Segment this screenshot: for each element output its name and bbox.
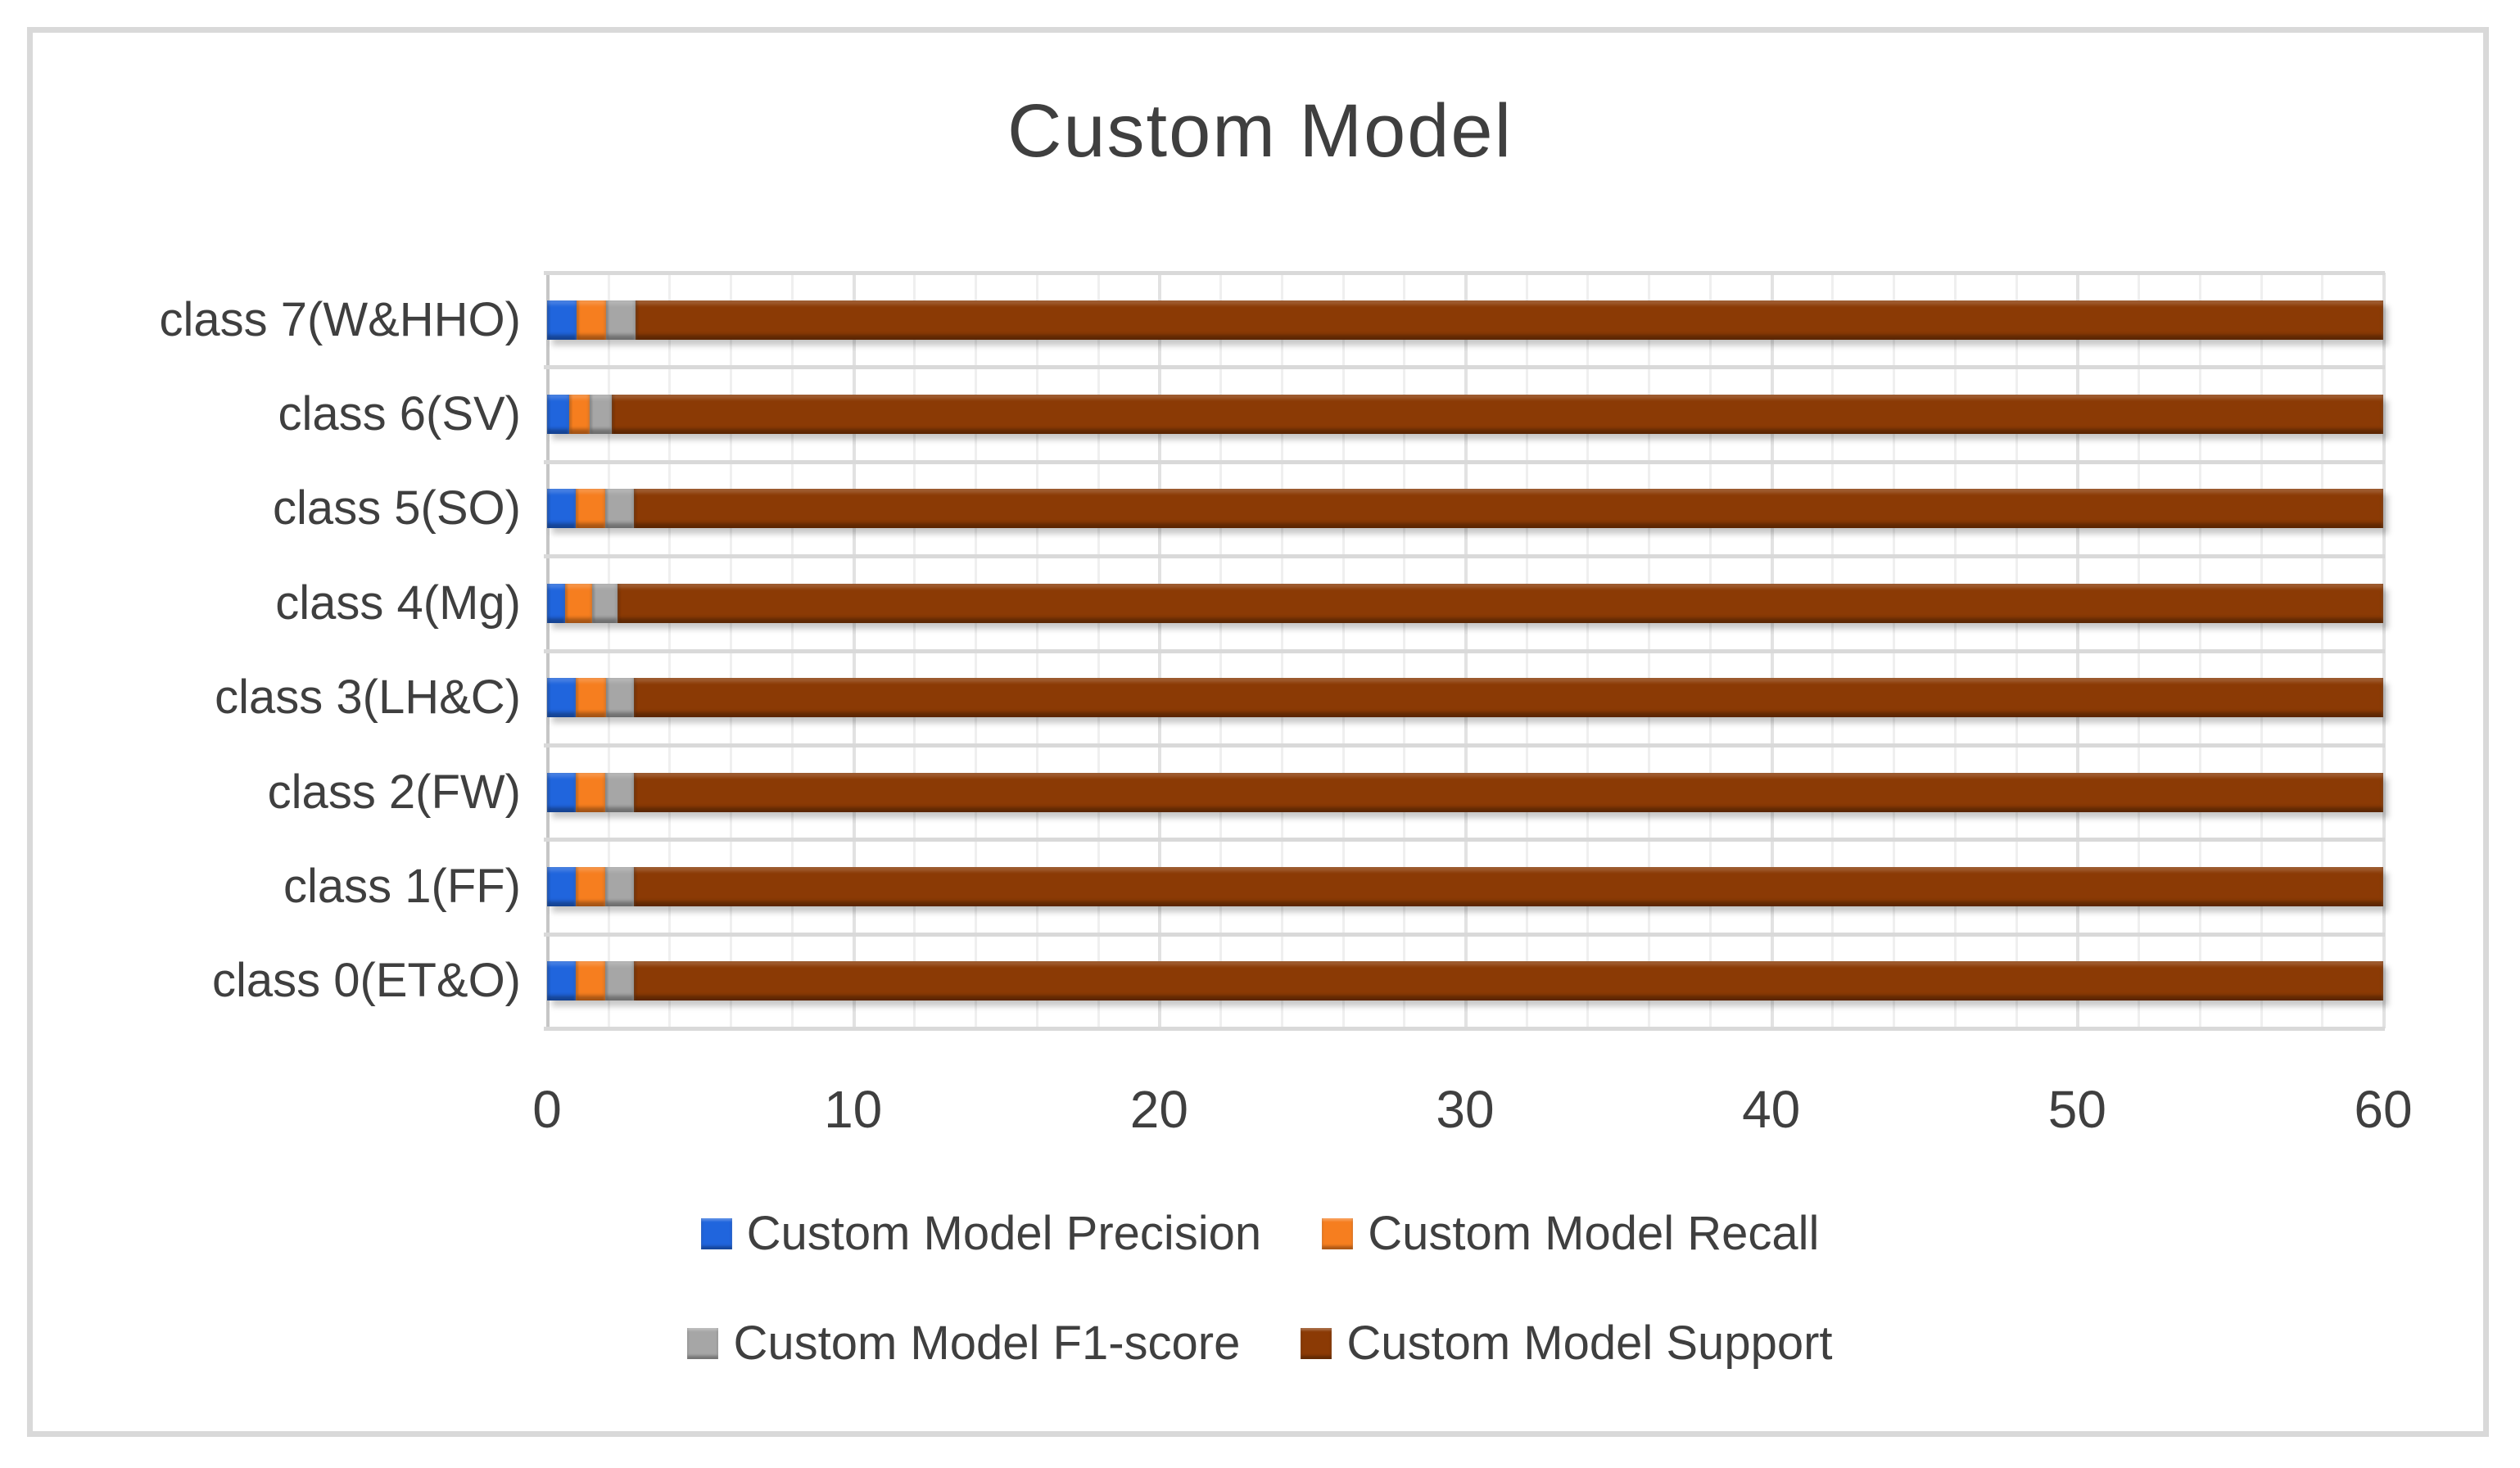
legend-item-custom-model-support: Custom Model Support bbox=[1301, 1317, 1833, 1370]
legend-label: Custom Model Recall bbox=[1368, 1207, 1820, 1260]
y-axis-label: class 4(Mg) bbox=[275, 576, 521, 630]
bar-segment-custom-model-precision bbox=[547, 961, 577, 1001]
gridline-y-8 bbox=[544, 1027, 2385, 1031]
bar-segment-custom-model-support bbox=[633, 772, 2383, 812]
bar-segment-custom-model-recall bbox=[569, 395, 590, 435]
bar-segment-custom-model-recall bbox=[576, 300, 607, 340]
bar-segment-custom-model-recall bbox=[576, 772, 605, 812]
bar-segment-custom-model-recall bbox=[576, 961, 605, 1001]
bar-segment-custom-model-recall bbox=[576, 489, 605, 529]
bar-class-6-sv- bbox=[547, 395, 2383, 435]
bar-segment-custom-model-f1-score bbox=[604, 961, 634, 1001]
x-axis-label: 30 bbox=[1436, 1080, 1495, 1139]
gridline-y-4 bbox=[544, 649, 2385, 653]
legend-swatch-icon bbox=[687, 1328, 719, 1359]
bar-segment-custom-model-f1-score bbox=[606, 678, 635, 718]
legend-label: Custom Model Precision bbox=[746, 1207, 1262, 1260]
legend-swatch-icon bbox=[700, 1218, 732, 1249]
legend-label: Custom Model F1-score bbox=[733, 1317, 1241, 1370]
y-axis-label: class 2(FW) bbox=[267, 765, 521, 819]
bar-segment-custom-model-precision bbox=[547, 583, 566, 623]
bar-segment-custom-model-precision bbox=[547, 489, 577, 529]
legend-item-custom-model-precision: Custom Model Precision bbox=[700, 1207, 1262, 1260]
x-axis-label: 40 bbox=[1742, 1080, 1801, 1139]
bar-segment-custom-model-precision bbox=[547, 772, 577, 812]
x-axis-label: 0 bbox=[532, 1080, 562, 1139]
bar-class-1-ff- bbox=[547, 866, 2383, 906]
x-axis-label: 60 bbox=[2354, 1080, 2413, 1139]
bar-segment-custom-model-precision bbox=[547, 866, 577, 906]
bar-class-4-mg- bbox=[547, 583, 2383, 623]
bar-segment-custom-model-recall bbox=[576, 678, 607, 718]
legend-item-custom-model-recall: Custom Model Recall bbox=[1322, 1210, 1819, 1258]
y-axis-label: class 7(W&HHO) bbox=[159, 292, 521, 346]
y-axis-label: class 5(SO) bbox=[273, 481, 521, 535]
bar-segment-custom-model-support bbox=[634, 489, 2383, 529]
plot-area bbox=[544, 271, 2386, 1031]
bar-segment-custom-model-precision bbox=[547, 395, 570, 435]
bar-segment-custom-model-support bbox=[633, 961, 2383, 1001]
bar-segment-custom-model-support bbox=[635, 300, 2383, 340]
gridline-y-0 bbox=[544, 271, 2385, 275]
bar-segment-custom-model-f1-score bbox=[590, 395, 612, 435]
legend-row-1: Custom Model Precision Custom Model Recal… bbox=[0, 1210, 2520, 1258]
y-axis-label: class 1(FF) bbox=[283, 859, 521, 913]
figure-border bbox=[27, 27, 2489, 1437]
bar-segment-custom-model-f1-score bbox=[604, 772, 634, 812]
bar-class-0-et-o- bbox=[547, 961, 2383, 1001]
bar-segment-custom-model-precision bbox=[547, 678, 577, 718]
bar-segment-custom-model-support bbox=[611, 395, 2383, 435]
gridline-y-6 bbox=[544, 838, 2385, 842]
gridline-y-7 bbox=[544, 933, 2385, 937]
gridline-y-2 bbox=[544, 460, 2385, 464]
gridline-y-3 bbox=[544, 554, 2385, 558]
legend-swatch-icon bbox=[1322, 1218, 1354, 1249]
bar-segment-custom-model-f1-score bbox=[606, 300, 636, 340]
x-axis-label: 50 bbox=[2047, 1080, 2106, 1139]
bar-segment-custom-model-support bbox=[633, 866, 2383, 906]
legend-swatch-icon bbox=[1301, 1328, 1332, 1359]
x-axis-label: 10 bbox=[824, 1080, 883, 1139]
bar-segment-custom-model-recall bbox=[565, 583, 592, 623]
legend-label: Custom Model Support bbox=[1346, 1317, 1833, 1370]
bar-segment-custom-model-support bbox=[617, 583, 2383, 623]
bar-segment-custom-model-recall bbox=[576, 866, 605, 906]
bar-class-5-so- bbox=[547, 489, 2383, 529]
chart-title: Custom Model bbox=[1007, 89, 1513, 173]
y-axis-label: class 6(SV) bbox=[278, 387, 521, 441]
bar-segment-custom-model-f1-score bbox=[604, 489, 635, 529]
bar-segment-custom-model-precision bbox=[547, 300, 577, 340]
bar-class-7-w-hho- bbox=[547, 300, 2383, 340]
y-axis-label: class 0(ET&O) bbox=[211, 954, 521, 1008]
x-axis-labels: 0 10 20 30 40 50 60 bbox=[0, 1079, 2520, 1153]
bar-class-3-lh-c- bbox=[547, 678, 2383, 718]
legend-row-2: Custom Model F1-score Custom Model Suppor… bbox=[0, 1320, 2520, 1367]
bar-segment-custom-model-f1-score bbox=[604, 866, 634, 906]
gridline-y-1 bbox=[544, 365, 2385, 369]
legend-item-custom-model-f1-score: Custom Model F1-score bbox=[687, 1320, 1240, 1367]
y-axis-labels: class 7(W&HHO) class 6(SV) class 5(SO) clas… bbox=[0, 273, 521, 1028]
bar-segment-custom-model-f1-score bbox=[591, 583, 618, 623]
bar-class-2-fw- bbox=[547, 772, 2383, 812]
y-axis-label: class 3(LH&C) bbox=[215, 671, 521, 725]
bar-segment-custom-model-support bbox=[634, 678, 2383, 718]
x-axis-label: 20 bbox=[1129, 1080, 1188, 1139]
gridline-y-5 bbox=[544, 743, 2385, 748]
